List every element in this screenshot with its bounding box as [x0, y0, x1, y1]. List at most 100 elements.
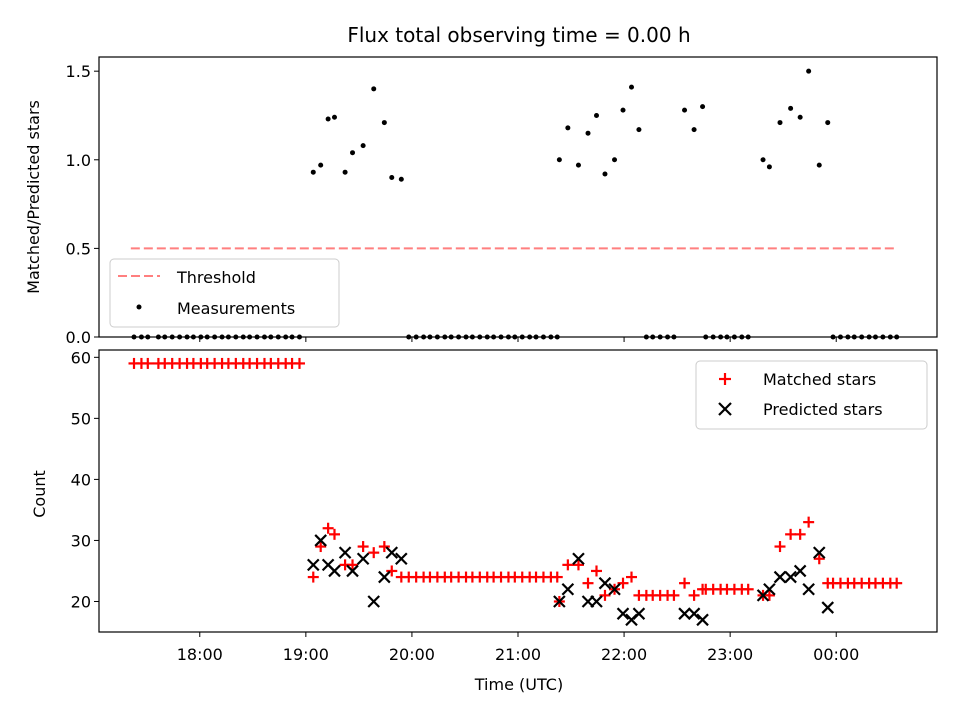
matched-star-point: [803, 516, 815, 528]
predicted-star-stroke-b: [385, 546, 399, 559]
predicted-star-stroke-b: [561, 582, 575, 596]
predicted-star-point: [338, 546, 352, 559]
predicted-star-stroke-b: [812, 546, 826, 559]
matched-stars-series: [128, 357, 903, 607]
predicted-star-stroke-b: [553, 595, 566, 608]
matched-star-point: [142, 357, 154, 369]
top-plot-frame: [98, 56, 938, 338]
bottom-legend: Matched stars Predicted stars: [695, 360, 928, 430]
predicted-star-stroke-b: [572, 552, 585, 566]
predicted-star-stroke-b: [696, 613, 709, 627]
measurement-point: [389, 175, 395, 181]
matched-star-point: [368, 547, 380, 559]
predicted-star-stroke-b: [378, 570, 391, 584]
measurement-point: [700, 104, 706, 110]
predicted-star-stroke-b: [306, 558, 320, 572]
matched-star-point: [688, 589, 700, 601]
measurement-point: [797, 114, 803, 120]
matched-star-point: [551, 571, 563, 583]
predicted-star-stroke-b: [314, 534, 327, 547]
matched-star-point: [322, 522, 334, 534]
predicted-star-point: [793, 564, 807, 578]
predicted-star-point: [378, 570, 391, 584]
legend-predicted-label: Predicted stars: [763, 400, 883, 419]
matched-star-point: [668, 589, 680, 601]
predicted-star-point: [616, 607, 630, 620]
predicted-star-point: [687, 607, 701, 620]
measurement-point: [593, 112, 599, 118]
top-legend-box: [109, 258, 340, 328]
bottom-x-axis: 18:00 19:00 20:00 21:00 22:00 23:00 00:00: [177, 632, 859, 664]
matched-star-point: [891, 577, 903, 589]
bottom-y-tick-label: 40: [71, 470, 91, 489]
predicted-star-point: [314, 534, 327, 547]
predicted-star-point: [802, 582, 815, 596]
matched-star-point: [315, 541, 327, 553]
chart-title: Flux total observing time = 0.00 h: [347, 23, 690, 47]
predicted-star-point: [346, 564, 359, 578]
predicted-star-point: [763, 582, 776, 596]
measurement-point: [331, 114, 337, 120]
measurement-point: [342, 169, 348, 175]
predicted-star-point: [395, 552, 408, 566]
predicted-stars-series: [306, 534, 835, 627]
matched-star-point: [293, 357, 305, 369]
measurement-point: [310, 169, 316, 175]
matched-star-point: [590, 565, 602, 577]
top-y-tick-label: 1.5: [66, 62, 91, 81]
matched-star-point: [582, 577, 594, 589]
matched-star-point: [774, 541, 786, 553]
legend-matched-swatch: [719, 373, 731, 385]
bottom-y-tick-label: 20: [71, 592, 91, 611]
matched-star-point: [763, 589, 775, 601]
bottom-y-tick-label: 50: [71, 409, 91, 428]
matched-star-point: [357, 541, 369, 553]
measurement-point: [575, 162, 581, 168]
predicted-star-stroke-b: [678, 607, 691, 620]
bottom-y-tick-label: 30: [71, 531, 91, 550]
predicted-star-point: [385, 546, 399, 559]
predicted-star-stroke-b: [367, 595, 381, 608]
measurement-point: [788, 105, 794, 111]
bottom-x-tick-label: 21:00: [495, 645, 541, 664]
bottom-y-axis: 20 30 40 50 60: [71, 348, 99, 611]
matched-star-point: [572, 559, 584, 571]
predicted-star-point: [812, 546, 826, 559]
matched-star-point: [794, 528, 806, 540]
measurement-point: [766, 164, 772, 170]
predicted-star-point: [696, 613, 709, 627]
matched-star-point: [328, 528, 340, 540]
predicted-star-stroke-b: [802, 582, 815, 596]
matched-star-point: [347, 559, 359, 571]
measurement-point: [602, 171, 608, 177]
x-axis-label: Time (UTC): [474, 675, 563, 694]
matched-star-point: [378, 541, 390, 553]
predicted-star-stroke-b: [395, 552, 408, 566]
predicted-star-point: [784, 570, 797, 584]
measurement-point: [816, 162, 822, 168]
measurement-point: [777, 120, 783, 126]
measurement-point: [350, 150, 356, 156]
measurement-point: [636, 127, 642, 133]
predicted-star-point: [608, 582, 621, 596]
measurement-point: [360, 143, 366, 149]
measurement-point: [691, 127, 697, 133]
bottom-y-tick-label: 60: [71, 348, 91, 367]
bottom-x-tick-label: 18:00: [177, 645, 223, 664]
measurement-point: [556, 157, 562, 163]
measurement-point: [585, 130, 591, 136]
bottom-x-tick-label: 19:00: [283, 645, 329, 664]
predicted-star-point: [773, 570, 787, 584]
bottom-y-axis-label: Count: [30, 470, 49, 518]
measurement-point: [381, 120, 387, 126]
top-y-tick-label: 1.0: [66, 151, 91, 170]
measurement-point: [398, 176, 404, 182]
predicted-star-stroke-b: [598, 576, 612, 590]
top-y-tick-label: 0.5: [66, 239, 91, 258]
predicted-star-stroke-b: [784, 570, 797, 584]
matched-star-point: [626, 571, 638, 583]
predicted-star-point: [328, 564, 341, 578]
predicted-star-stroke-b: [590, 595, 603, 608]
